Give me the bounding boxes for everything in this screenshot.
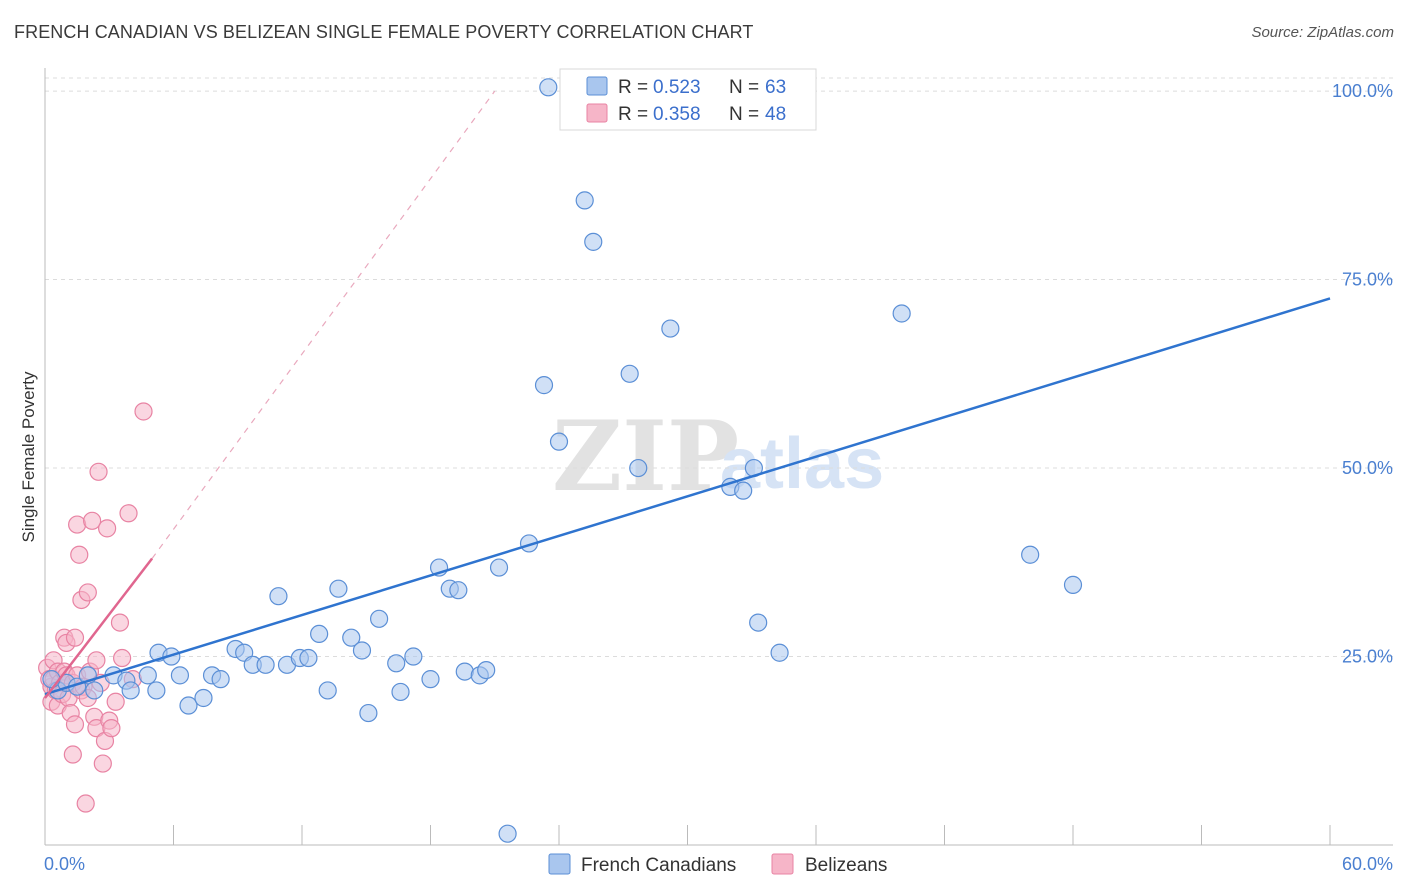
belizeans-point-20 — [65, 715, 85, 734]
y-tick-label-50: 50.0% — [1342, 458, 1393, 478]
x-tick-label-max: 60.0% — [1342, 854, 1393, 874]
french-canadians-point-26 — [318, 681, 337, 700]
series-legend: French Canadians Belizeans — [548, 853, 887, 876]
series-legend-label-belizeans: Belizeans — [805, 855, 887, 876]
legend-r-value-2: 0.358 — [653, 104, 701, 125]
gridlines — [45, 77, 1393, 658]
belizeans-point-37 — [93, 754, 112, 773]
series-legend-swatch-french-canadians — [548, 853, 571, 875]
french-canadians-point-49 — [620, 364, 639, 383]
french-canadians-point-32 — [387, 654, 406, 673]
french-canadians-point-28 — [342, 628, 361, 647]
belizeans-point-33 — [87, 651, 106, 670]
legend-box: R = 0.523 N = 63 R = 0.358 N = 48 — [559, 68, 817, 131]
belizeans-point-35 — [89, 462, 108, 481]
french-canadians-trend-line — [44, 297, 1331, 696]
legend-r-label-1: R = — [618, 77, 648, 98]
chart-title: FRENCH CANADIAN VS BELIZEAN SINGLE FEMAL… — [14, 22, 754, 42]
belizeans-point-42 — [106, 692, 125, 711]
belizeans-point-28 — [78, 583, 97, 602]
belizeans-point-43 — [110, 613, 130, 632]
french-canadians-point-33 — [391, 682, 410, 702]
french-canadians-point-48 — [584, 232, 603, 251]
french-canadians-point-35 — [421, 670, 440, 689]
legend-n-value-1: 63 — [765, 77, 786, 98]
belizeans-point-39 — [98, 519, 117, 538]
belizeans-point-18 — [63, 745, 82, 764]
belizeans-point-23 — [70, 545, 89, 564]
legend-n-label-1: N = — [729, 77, 759, 98]
belizeans-points — [38, 402, 153, 813]
french-canadians-point-7 — [121, 681, 140, 700]
french-canadians-point-56 — [749, 613, 768, 632]
french-canadians-point-58 — [892, 304, 911, 323]
series-legend-swatch-belizeans — [771, 853, 794, 875]
legend-r-value-1: 0.523 — [653, 77, 701, 98]
french-canadians-point-50 — [629, 458, 648, 478]
french-canadians-point-21 — [269, 587, 288, 606]
french-canadians-point-24 — [299, 648, 318, 668]
x-axis-ticks — [173, 825, 1331, 845]
legend-swatch-french-canadians — [586, 76, 608, 96]
french-canadians-points — [42, 78, 1083, 843]
french-canadians-point-25 — [310, 624, 329, 644]
y-axis-tick-labels: 25.0% 50.0% 75.0% 100.0% — [1332, 81, 1393, 666]
french-canadians-point-60 — [1063, 575, 1083, 594]
belizeans-point-47 — [134, 402, 153, 421]
french-canadians-point-46 — [549, 432, 569, 451]
belizeans-point-22 — [68, 515, 87, 534]
legend-swatch-belizeans — [586, 103, 608, 123]
french-canadians-point-16 — [211, 670, 230, 689]
french-canadians-point-12 — [170, 666, 190, 685]
legend-n-label-2: N = — [729, 104, 759, 125]
french-canadians-point-20 — [256, 655, 275, 674]
french-canadians-point-4 — [85, 681, 104, 700]
belizeans-trend-extension — [151, 90, 496, 559]
french-canadians-point-39 — [455, 662, 474, 681]
x-tick-label-min: 0.0% — [44, 854, 85, 874]
french-canadians-point-59 — [1021, 545, 1040, 564]
y-tick-label-25: 25.0% — [1342, 647, 1393, 667]
french-canadians-point-42 — [489, 558, 509, 577]
french-canadians-point-13 — [179, 696, 198, 715]
french-canadians-point-57 — [770, 643, 789, 662]
belizeans-point-27 — [76, 794, 95, 813]
french-canadians-point-45 — [534, 376, 554, 395]
belizeans-point-19 — [65, 628, 85, 647]
french-canadians-point-8 — [138, 666, 157, 685]
french-canadians-point-27 — [329, 579, 348, 598]
belizeans-trend-line — [44, 557, 154, 699]
french-canadians-point-30 — [359, 703, 378, 723]
belizeans-point-45 — [119, 504, 138, 523]
french-canadians-point-38 — [449, 581, 468, 600]
watermark-zip: ZIP — [552, 400, 739, 513]
belizeans-point-44 — [112, 648, 132, 668]
french-canadians-point-41 — [477, 660, 496, 680]
belizeans-point-41 — [102, 719, 121, 738]
series-legend-label-french-canadians: French Canadians — [581, 855, 736, 876]
french-canadians-point-14 — [194, 688, 213, 708]
french-canadians-point-29 — [352, 641, 372, 660]
french-canadians-point-9 — [147, 681, 166, 700]
french-canadians-point-43 — [498, 824, 517, 843]
french-canadians-point-61 — [539, 78, 558, 97]
legend-r-label-2: R = — [618, 104, 648, 125]
french-canadians-point-47 — [575, 191, 594, 210]
y-tick-label-100: 100.0% — [1332, 81, 1393, 101]
french-canadians-point-62 — [42, 670, 61, 689]
y-tick-label-75: 75.0% — [1342, 270, 1393, 290]
french-canadians-point-34 — [404, 647, 423, 666]
y-axis-label: Single Female Poverty — [19, 371, 38, 543]
french-canadians-point-54 — [734, 481, 753, 500]
french-canadians-point-51 — [661, 319, 680, 338]
belizeans-point-31 — [83, 511, 102, 530]
source-credit: Source: ZipAtlas.com — [1251, 24, 1394, 41]
french-canadians-point-31 — [370, 609, 389, 628]
legend-n-value-2: 48 — [765, 104, 786, 125]
